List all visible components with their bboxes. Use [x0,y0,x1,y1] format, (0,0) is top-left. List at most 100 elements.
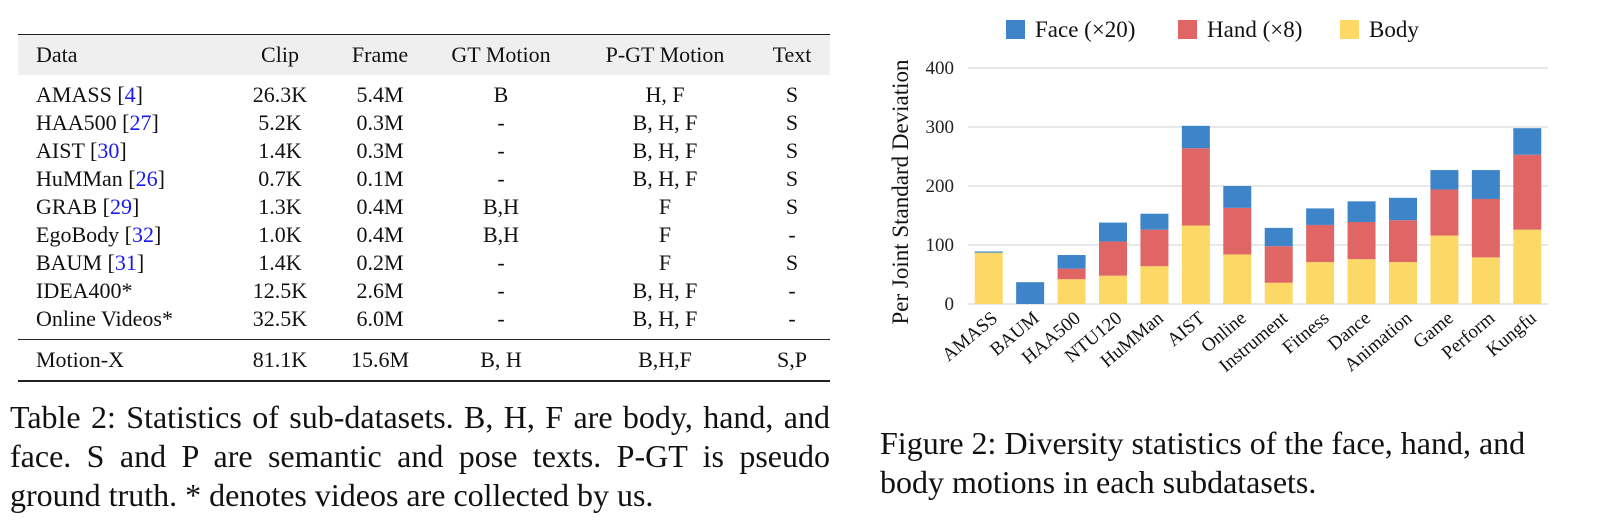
bar-segment-face [1264,227,1293,247]
bar-segment-body [1057,279,1086,304]
bar-segment-hand [1430,189,1459,236]
cell-pgt: B, H, F [632,138,698,163]
bar-segment-hand [1099,241,1127,276]
bar-segment-face [1223,186,1252,208]
cell-clip: 0.7K [258,166,302,191]
bar-segment-hand [1389,220,1417,263]
bar-segment-face [1140,213,1169,230]
bar-segment-hand [1513,154,1542,230]
table-caption: Table 2: Statistics of sub-datasets. B, … [10,399,830,513]
legend-label: Body [1369,17,1419,42]
cell-text: S [785,250,799,275]
legend-label: Hand (×8) [1207,17,1302,42]
cell-gt: B,H [482,194,520,219]
table-header-row: Data Clip Frame GT Motion P-GT Motion Te… [18,34,830,75]
cell-pgt: B, H, F [632,166,698,191]
bar-segment-hand [1471,198,1500,258]
cell-gt: - [497,110,505,135]
row-dataset-name: IDEA400* [18,277,226,305]
bar-segment-body [1430,235,1459,304]
cell-pgt: F [658,194,672,219]
statistics-table-container: Data Clip Frame GT Motion P-GT Motion Te… [18,34,830,382]
citation-link[interactable]: 26 [135,166,158,191]
bar-segment-face [1347,201,1376,222]
cell-gt: - [497,166,505,191]
table-row: HAA500 [27] 5.2K 0.3M - B, H, F S [18,109,830,137]
table-row: GRAB [29] 1.3K 0.4M B,H F S [18,193,830,221]
total-name: Motion-X [36,347,124,372]
legend-label: Face (×20) [1035,17,1135,42]
header-gt-motion: GT Motion [451,42,551,67]
bar-segment-face [1430,170,1459,190]
cell-clip: 1.0K [258,222,302,247]
table-row: AIST [30] 1.4K 0.3M - B, H, F S [18,137,830,165]
bar-segment-hand [1347,221,1376,260]
cell-frame: 2.6M [356,278,404,303]
bar-segment-body [1306,262,1335,304]
cell-gt: - [497,250,505,275]
row-dataset-name: HAA500 [27] [36,110,159,135]
dataset-name: AMASS [36,82,112,107]
cell-clip: 1.4K [258,250,302,275]
bar-segment-body [1181,225,1210,304]
cell-clip: 5.2K [258,110,302,135]
dataset-name: HAA500 [36,110,117,135]
cell-frame: 0.3M [356,138,404,163]
table-row: HuMMan [26] 0.7K 0.1M - B, H, F S [18,165,830,193]
row-dataset-name: HuMMan [26] [36,166,165,191]
total-gt: B, H [480,347,522,372]
legend-swatch [1178,20,1197,39]
dataset-name: IDEA400* [36,278,133,303]
bar-segment-body [1389,262,1417,304]
bar-segment-face [1099,222,1127,242]
cell-clip: 32.5K [252,306,308,331]
bar-segment-body [1513,229,1542,304]
citation-link[interactable]: 4 [124,82,136,107]
cell-text: - [788,306,796,331]
header-data: Data [36,42,78,67]
cell-frame: 5.4M [356,82,404,107]
citation-link[interactable]: 29 [109,194,132,219]
bar-segment-body [1223,254,1252,304]
cell-pgt: H, F [645,82,685,107]
row-dataset-name: Online Videos* [18,305,226,340]
table-total-row: Motion-X 81.1K 15.6M B, H B,H,F S,P [18,339,830,381]
citation-link[interactable]: 30 [97,138,120,163]
cell-pgt: B, H, F [632,278,698,303]
citation-link[interactable]: 31 [114,250,137,275]
bar-segment-body [1099,275,1127,304]
y-tick-label: 0 [945,294,955,315]
diversity-chart-svg: 0 100 200 300 400 Per Joint Standard Deviatio… [888,17,1548,377]
citation-link[interactable]: 27 [129,110,152,135]
y-tick-label: 300 [926,117,955,138]
dataset-name: HuMMan [36,166,123,191]
row-dataset-name: GRAB [29] [36,194,140,219]
bar-segment-face [1471,170,1500,199]
total-pgt: B,H,F [638,347,692,372]
cell-frame: 0.2M [356,250,404,275]
bar-segment-face [1389,197,1417,221]
header-frame: Frame [351,42,409,67]
dataset-name: Online Videos* [36,306,173,331]
citation-link[interactable]: 32 [131,222,154,247]
bar-segment-hand [1264,246,1293,283]
bar-segment-body [1140,266,1169,304]
y-axis-label: Per Joint Standard Deviation [888,59,913,325]
bar-segment-hand [1057,268,1086,280]
cell-text: S [785,110,799,135]
cell-frame: 0.3M [356,110,404,135]
row-dataset-name: AMASS [4] [36,82,143,107]
bar-segment-body [974,252,1003,304]
cell-frame: 0.4M [356,222,404,247]
bar-segment-face [974,251,1003,253]
cell-frame: 0.4M [356,194,404,219]
y-tick-label: 400 [926,58,955,79]
bar-segment-face [1016,282,1045,304]
bar-segment-hand [1223,207,1252,255]
total-clip: 81.1K [252,347,308,372]
cell-gt: - [497,306,505,331]
dataset-name: EgoBody [36,222,120,247]
dataset-name: BAUM [36,250,103,275]
cell-text: - [788,278,796,303]
cell-gt: B [493,82,509,107]
